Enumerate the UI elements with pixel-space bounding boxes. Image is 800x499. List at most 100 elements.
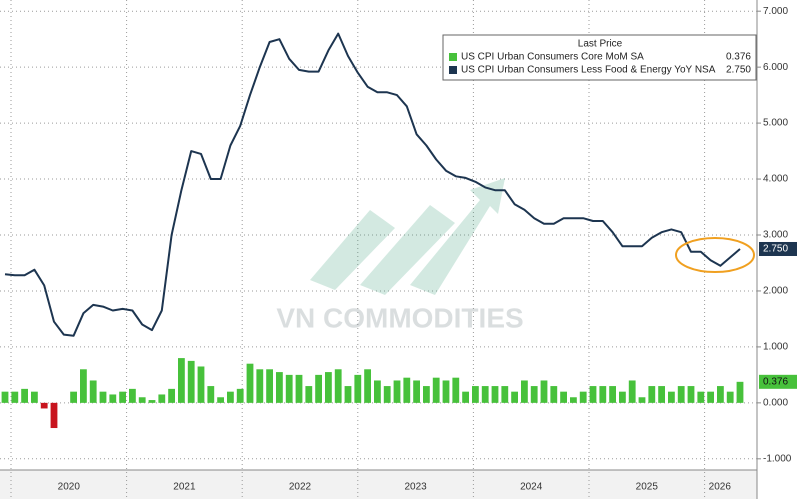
bar bbox=[374, 380, 381, 403]
bar bbox=[472, 386, 479, 403]
bar bbox=[658, 386, 665, 403]
bar bbox=[521, 380, 528, 403]
line bbox=[4, 32, 741, 337]
bar bbox=[217, 397, 224, 403]
bar bbox=[109, 394, 117, 403]
y-tick-label: 6.000 bbox=[763, 62, 788, 73]
bar bbox=[403, 377, 411, 403]
bar bbox=[648, 386, 656, 403]
x-tick-label: 2022 bbox=[289, 482, 312, 493]
bar bbox=[246, 363, 254, 403]
bar bbox=[707, 391, 714, 403]
bar bbox=[423, 386, 430, 403]
bar bbox=[364, 369, 371, 403]
x-tick-label: 2023 bbox=[404, 482, 427, 493]
highlight-ellipse bbox=[675, 237, 755, 273]
bar bbox=[31, 391, 38, 403]
y-tick-label: -1.000 bbox=[763, 453, 792, 464]
x-tick-label: 2025 bbox=[636, 482, 659, 493]
bar bbox=[736, 381, 744, 403]
bar bbox=[462, 391, 469, 403]
y-tick-label: 3.000 bbox=[763, 230, 788, 241]
legend-title: Last Price bbox=[578, 39, 623, 50]
x-tick-label: 2024 bbox=[520, 482, 543, 493]
bar bbox=[599, 386, 607, 403]
bar bbox=[677, 386, 685, 403]
bar bbox=[305, 386, 313, 403]
bar bbox=[236, 388, 244, 403]
bar bbox=[276, 372, 283, 403]
bar bbox=[687, 386, 695, 403]
bar bbox=[442, 380, 450, 403]
legend-label: US CPI Urban Consumers Core MoM SA bbox=[461, 52, 644, 63]
bar bbox=[570, 397, 577, 403]
bar bbox=[697, 391, 705, 403]
bar bbox=[138, 397, 146, 403]
bar bbox=[178, 358, 185, 403]
bar bbox=[560, 391, 567, 403]
bar bbox=[129, 388, 136, 403]
bar bbox=[21, 388, 28, 403]
bar bbox=[481, 386, 489, 403]
watermark-logo bbox=[410, 178, 505, 295]
watermark-logo bbox=[310, 210, 395, 290]
last-value-label: 0.376 bbox=[763, 376, 788, 387]
bar bbox=[717, 386, 724, 403]
bar bbox=[325, 372, 332, 403]
bar bbox=[295, 374, 303, 403]
y-tick-label: 2.000 bbox=[763, 286, 788, 297]
bar bbox=[99, 391, 107, 403]
last-value-tag bbox=[759, 374, 797, 389]
watermark-logo bbox=[360, 205, 455, 295]
bar bbox=[168, 388, 175, 403]
bar bbox=[452, 377, 460, 403]
bar bbox=[89, 380, 97, 403]
legend-value: 2.750 bbox=[726, 65, 751, 76]
bar bbox=[413, 380, 420, 403]
bar bbox=[187, 360, 195, 403]
bar bbox=[383, 386, 391, 403]
x-tick-label: 2026 bbox=[709, 482, 732, 493]
bar bbox=[70, 391, 77, 403]
bar bbox=[40, 402, 48, 409]
bar bbox=[148, 400, 156, 403]
bar bbox=[501, 386, 509, 403]
bar bbox=[491, 386, 499, 403]
bar bbox=[119, 391, 126, 403]
legend-value: 0.376 bbox=[726, 52, 751, 63]
bar bbox=[628, 380, 636, 403]
y-tick-label: 0.000 bbox=[763, 397, 788, 408]
y-tick-label: 7.000 bbox=[763, 6, 788, 17]
legend-swatch bbox=[449, 66, 457, 74]
bar bbox=[344, 386, 352, 403]
bar bbox=[334, 369, 342, 403]
bar bbox=[540, 380, 548, 403]
bar bbox=[354, 374, 362, 403]
bar bbox=[315, 374, 322, 403]
x-tick-label: 2021 bbox=[173, 482, 196, 493]
bar bbox=[726, 391, 734, 403]
y-tick-label: 5.000 bbox=[763, 118, 788, 129]
bar bbox=[511, 391, 518, 403]
bar bbox=[589, 386, 597, 403]
bar bbox=[1, 391, 9, 403]
bar bbox=[609, 386, 616, 403]
bar bbox=[227, 391, 234, 403]
bar bbox=[638, 397, 646, 403]
bar bbox=[393, 380, 401, 403]
bar bbox=[256, 369, 264, 403]
watermark-text: VN COMMODITIES bbox=[276, 302, 523, 333]
bar bbox=[207, 386, 215, 403]
watermark-group: VN COMMODITIES bbox=[276, 178, 524, 333]
last-value-label: 2.750 bbox=[763, 244, 788, 255]
marks bbox=[1, 32, 744, 429]
bar bbox=[579, 391, 587, 403]
bar bbox=[550, 386, 558, 403]
bar bbox=[11, 391, 19, 403]
x-tick-label: 2020 bbox=[58, 482, 81, 493]
bar bbox=[530, 386, 538, 403]
legend-label: US CPI Urban Consumers Less Food & Energ… bbox=[461, 65, 716, 76]
